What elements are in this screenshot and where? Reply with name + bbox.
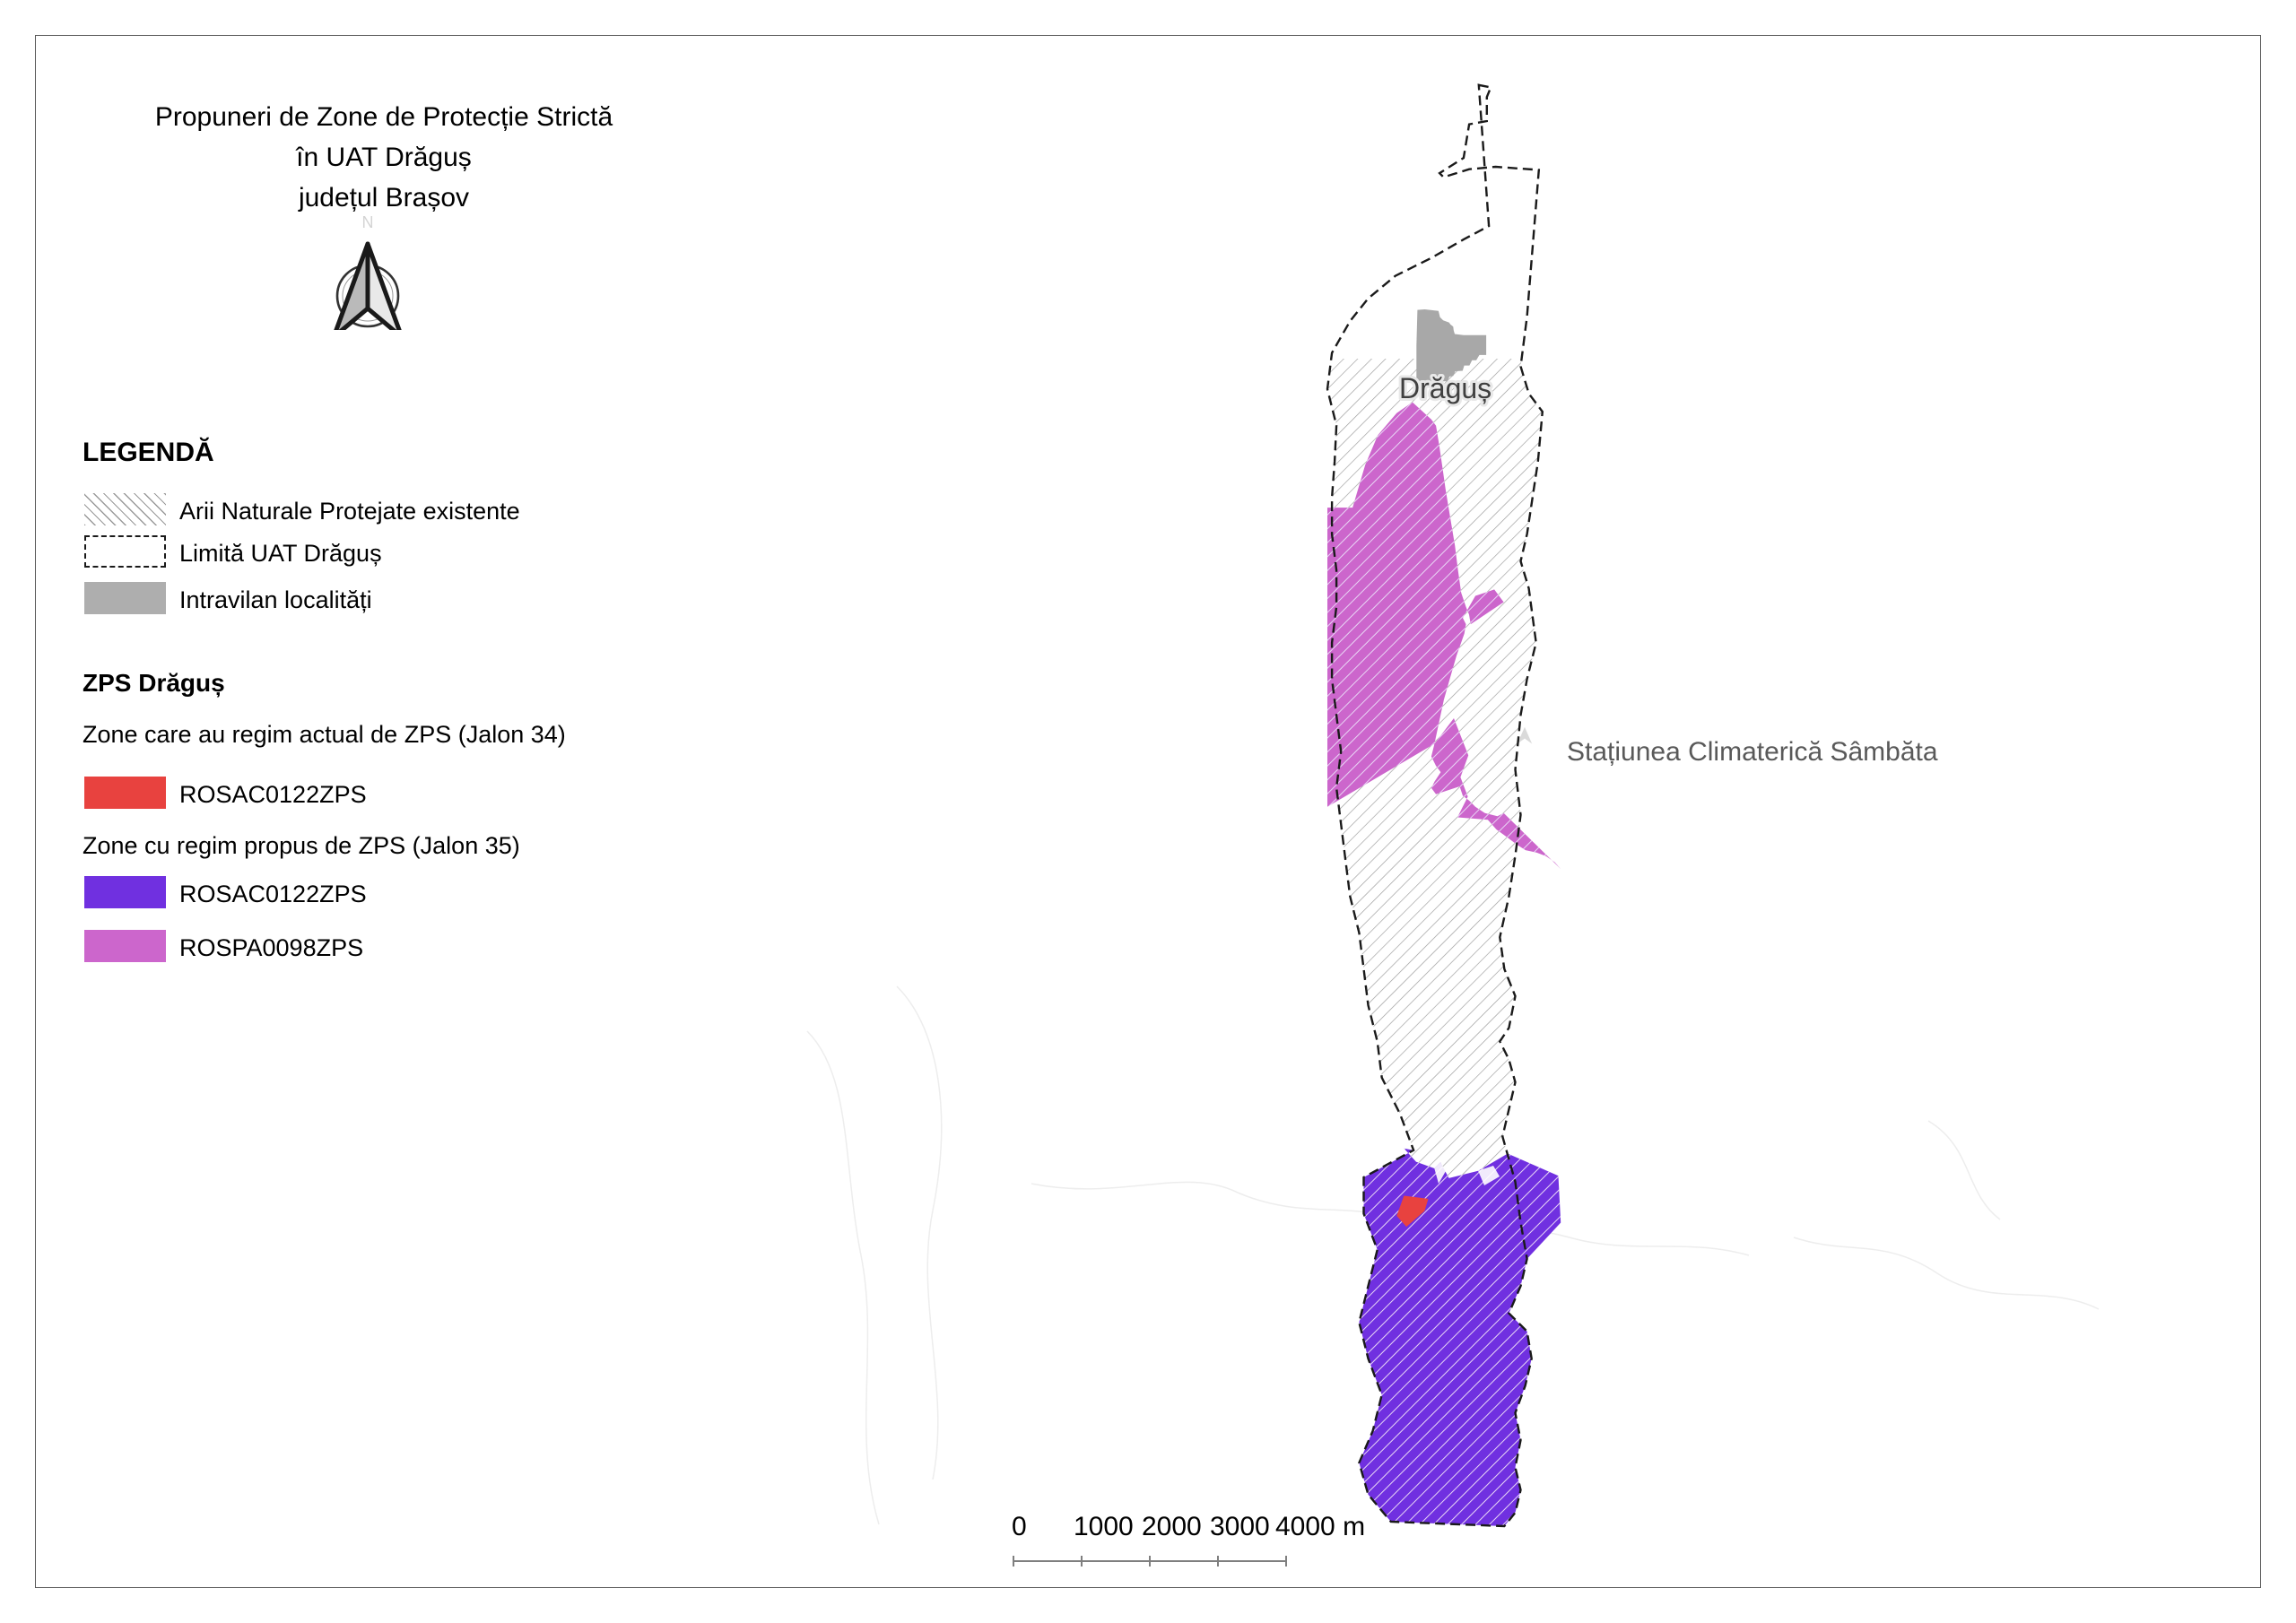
svg-text:Drăguș: Drăguș: [1399, 372, 1492, 404]
svg-text:0: 0: [1012, 1512, 1027, 1541]
svg-text:4000 m: 4000 m: [1275, 1512, 1365, 1541]
svg-text:Stațiunea Climaterică Sâmbăta: Stațiunea Climaterică Sâmbăta: [1567, 737, 1938, 767]
svg-text:1000: 1000: [1074, 1512, 1134, 1541]
svg-text:3000: 3000: [1210, 1512, 1270, 1541]
svg-text:2000: 2000: [1142, 1512, 1202, 1541]
